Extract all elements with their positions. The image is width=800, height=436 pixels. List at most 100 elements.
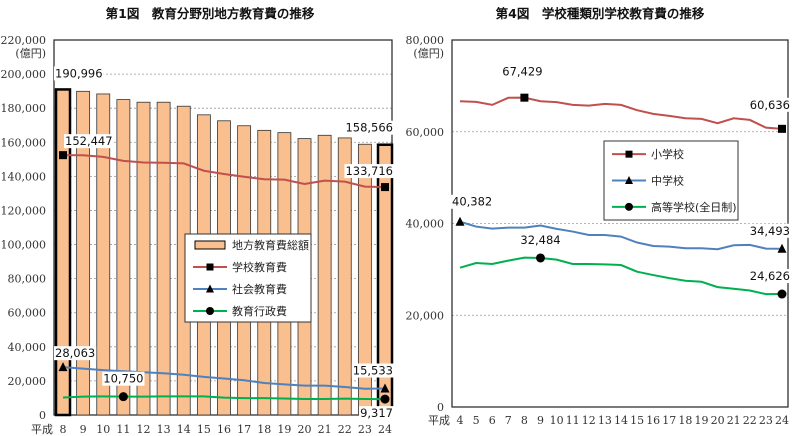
legend-marker [206, 284, 214, 293]
y-axis-unit: (億円) [413, 47, 444, 60]
data-point-marker [380, 394, 390, 404]
x-tick-label: 7 [505, 414, 512, 427]
legend-marker [206, 263, 214, 271]
data-label: 10,750 [103, 372, 143, 386]
x-tick-label: 13 [598, 414, 612, 427]
data-point-marker [455, 216, 465, 226]
legend-item: 地方教育費総額 [194, 238, 309, 252]
data-label: 67,429 [502, 65, 542, 79]
series-line [62, 154, 386, 189]
x-tick-label: 10 [96, 423, 110, 436]
x-tick-label: 18 [257, 423, 271, 436]
x-tick-label: 19 [695, 414, 709, 427]
bar [76, 90, 91, 416]
legend-marker [625, 176, 633, 184]
data-label: 28,063 [55, 346, 95, 360]
series-line [62, 366, 386, 390]
data-label-background [64, 134, 114, 149]
x-tick-label: 12 [137, 423, 151, 436]
y-axis-unit: (億円) [15, 47, 46, 60]
x-tick-label: 15 [630, 414, 644, 427]
data-label-background [54, 346, 97, 361]
legend-item: 小学校 [612, 147, 684, 161]
data-label-background [451, 194, 494, 209]
data-label: 9,317 [360, 406, 393, 420]
y-tick-label: 40,000 [8, 341, 47, 354]
y-tick-label: 140,000 [1, 170, 47, 183]
data-label: 15,533 [353, 364, 393, 378]
x-tick-label: 16 [217, 423, 231, 436]
x-tick-label: 19 [277, 423, 291, 436]
series-line [459, 256, 783, 296]
x-tick-label: 14 [614, 414, 628, 427]
data-label-background [359, 406, 394, 421]
y-tick-label: 60,000 [406, 126, 445, 139]
bar [136, 101, 151, 416]
y-tick-label: 0 [437, 401, 444, 414]
data-label: 34,493 [750, 224, 790, 238]
data-label: 40,382 [452, 195, 492, 209]
x-tick-label: 14 [177, 423, 191, 436]
x-tick-label: 15 [197, 423, 211, 436]
x-tick-label: 23 [358, 423, 372, 436]
bar [54, 88, 72, 417]
series-0 [459, 96, 783, 130]
data-label: 158,566 [345, 121, 393, 135]
x-tick-label: 12 [582, 414, 596, 427]
x-tick-label: 6 [489, 414, 496, 427]
chart-title: 第1図 教育分野別地方教育費の推移 [106, 6, 315, 21]
series-line [459, 220, 783, 251]
data-point-marker [381, 183, 389, 192]
chart-2: 第4図 学校種類別学校教育費の推移 0 20,000 40,000 60,000 80,0… [406, 6, 791, 427]
data-label-background [748, 223, 791, 238]
data-label: 190,996 [55, 66, 103, 80]
legend-label: 中学校 [651, 174, 684, 188]
y-tick-label: 220,000 [1, 34, 47, 47]
chart-title: 第4図 学校種類別学校教育費の推移 [496, 6, 705, 21]
x-tick-label: 21 [318, 423, 332, 436]
legend-item: 中学校 [612, 174, 684, 188]
data-point-marker [380, 383, 390, 393]
data-label: 133,716 [345, 164, 393, 178]
x-tick-label: 22 [743, 414, 757, 427]
data-label-background [501, 64, 544, 79]
data-label-background [344, 164, 394, 179]
x-axis-prefix: 平成 [31, 423, 53, 436]
legend-label: 教育行政費 [232, 304, 287, 318]
series-0 [54, 88, 394, 417]
data-label: 24,626 [750, 269, 790, 283]
series-1 [62, 154, 386, 189]
y-tick-label: 20,000 [406, 309, 445, 322]
legend-label: 学校教育費 [232, 260, 287, 274]
x-tick-label: 23 [759, 414, 773, 427]
x-tick-label: 17 [237, 423, 251, 436]
y-tick-label: 100,000 [1, 239, 47, 252]
x-tick-label: 20 [711, 414, 725, 427]
legend-item: 教育行政費 [193, 304, 287, 318]
legend-swatch [194, 240, 226, 250]
data-label-background [344, 120, 394, 135]
data-label-background [351, 363, 394, 378]
y-tick-label: 80,000 [8, 273, 47, 286]
bar [156, 101, 171, 416]
chart-1: 第1図 教育分野別地方教育費の推移 0 20,000 40,000 60,000 80,0… [1, 6, 394, 436]
legend-item: 高等学校(全日制) [612, 200, 737, 214]
legend-label: 社会教育費 [232, 282, 287, 296]
x-tick-label: 13 [157, 423, 171, 436]
legend-marker [625, 150, 633, 158]
y-tick-label: 200,000 [1, 68, 47, 81]
y-tick-label: 40,000 [406, 218, 445, 231]
x-tick-label: 8 [521, 414, 528, 427]
y-tick-label: 80,000 [406, 34, 445, 47]
plot-frame [451, 39, 789, 408]
legend-label: 地方教育費総額 [232, 238, 309, 252]
y-tick-label: 180,000 [1, 102, 47, 115]
x-tick-label: 11 [566, 414, 580, 427]
legend-label: 小学校 [651, 147, 684, 161]
x-tick-label: 8 [60, 423, 67, 436]
data-point-marker [520, 93, 529, 102]
series-line [459, 96, 783, 130]
data-label: 60,636 [750, 98, 790, 112]
legend-marker [625, 202, 633, 211]
